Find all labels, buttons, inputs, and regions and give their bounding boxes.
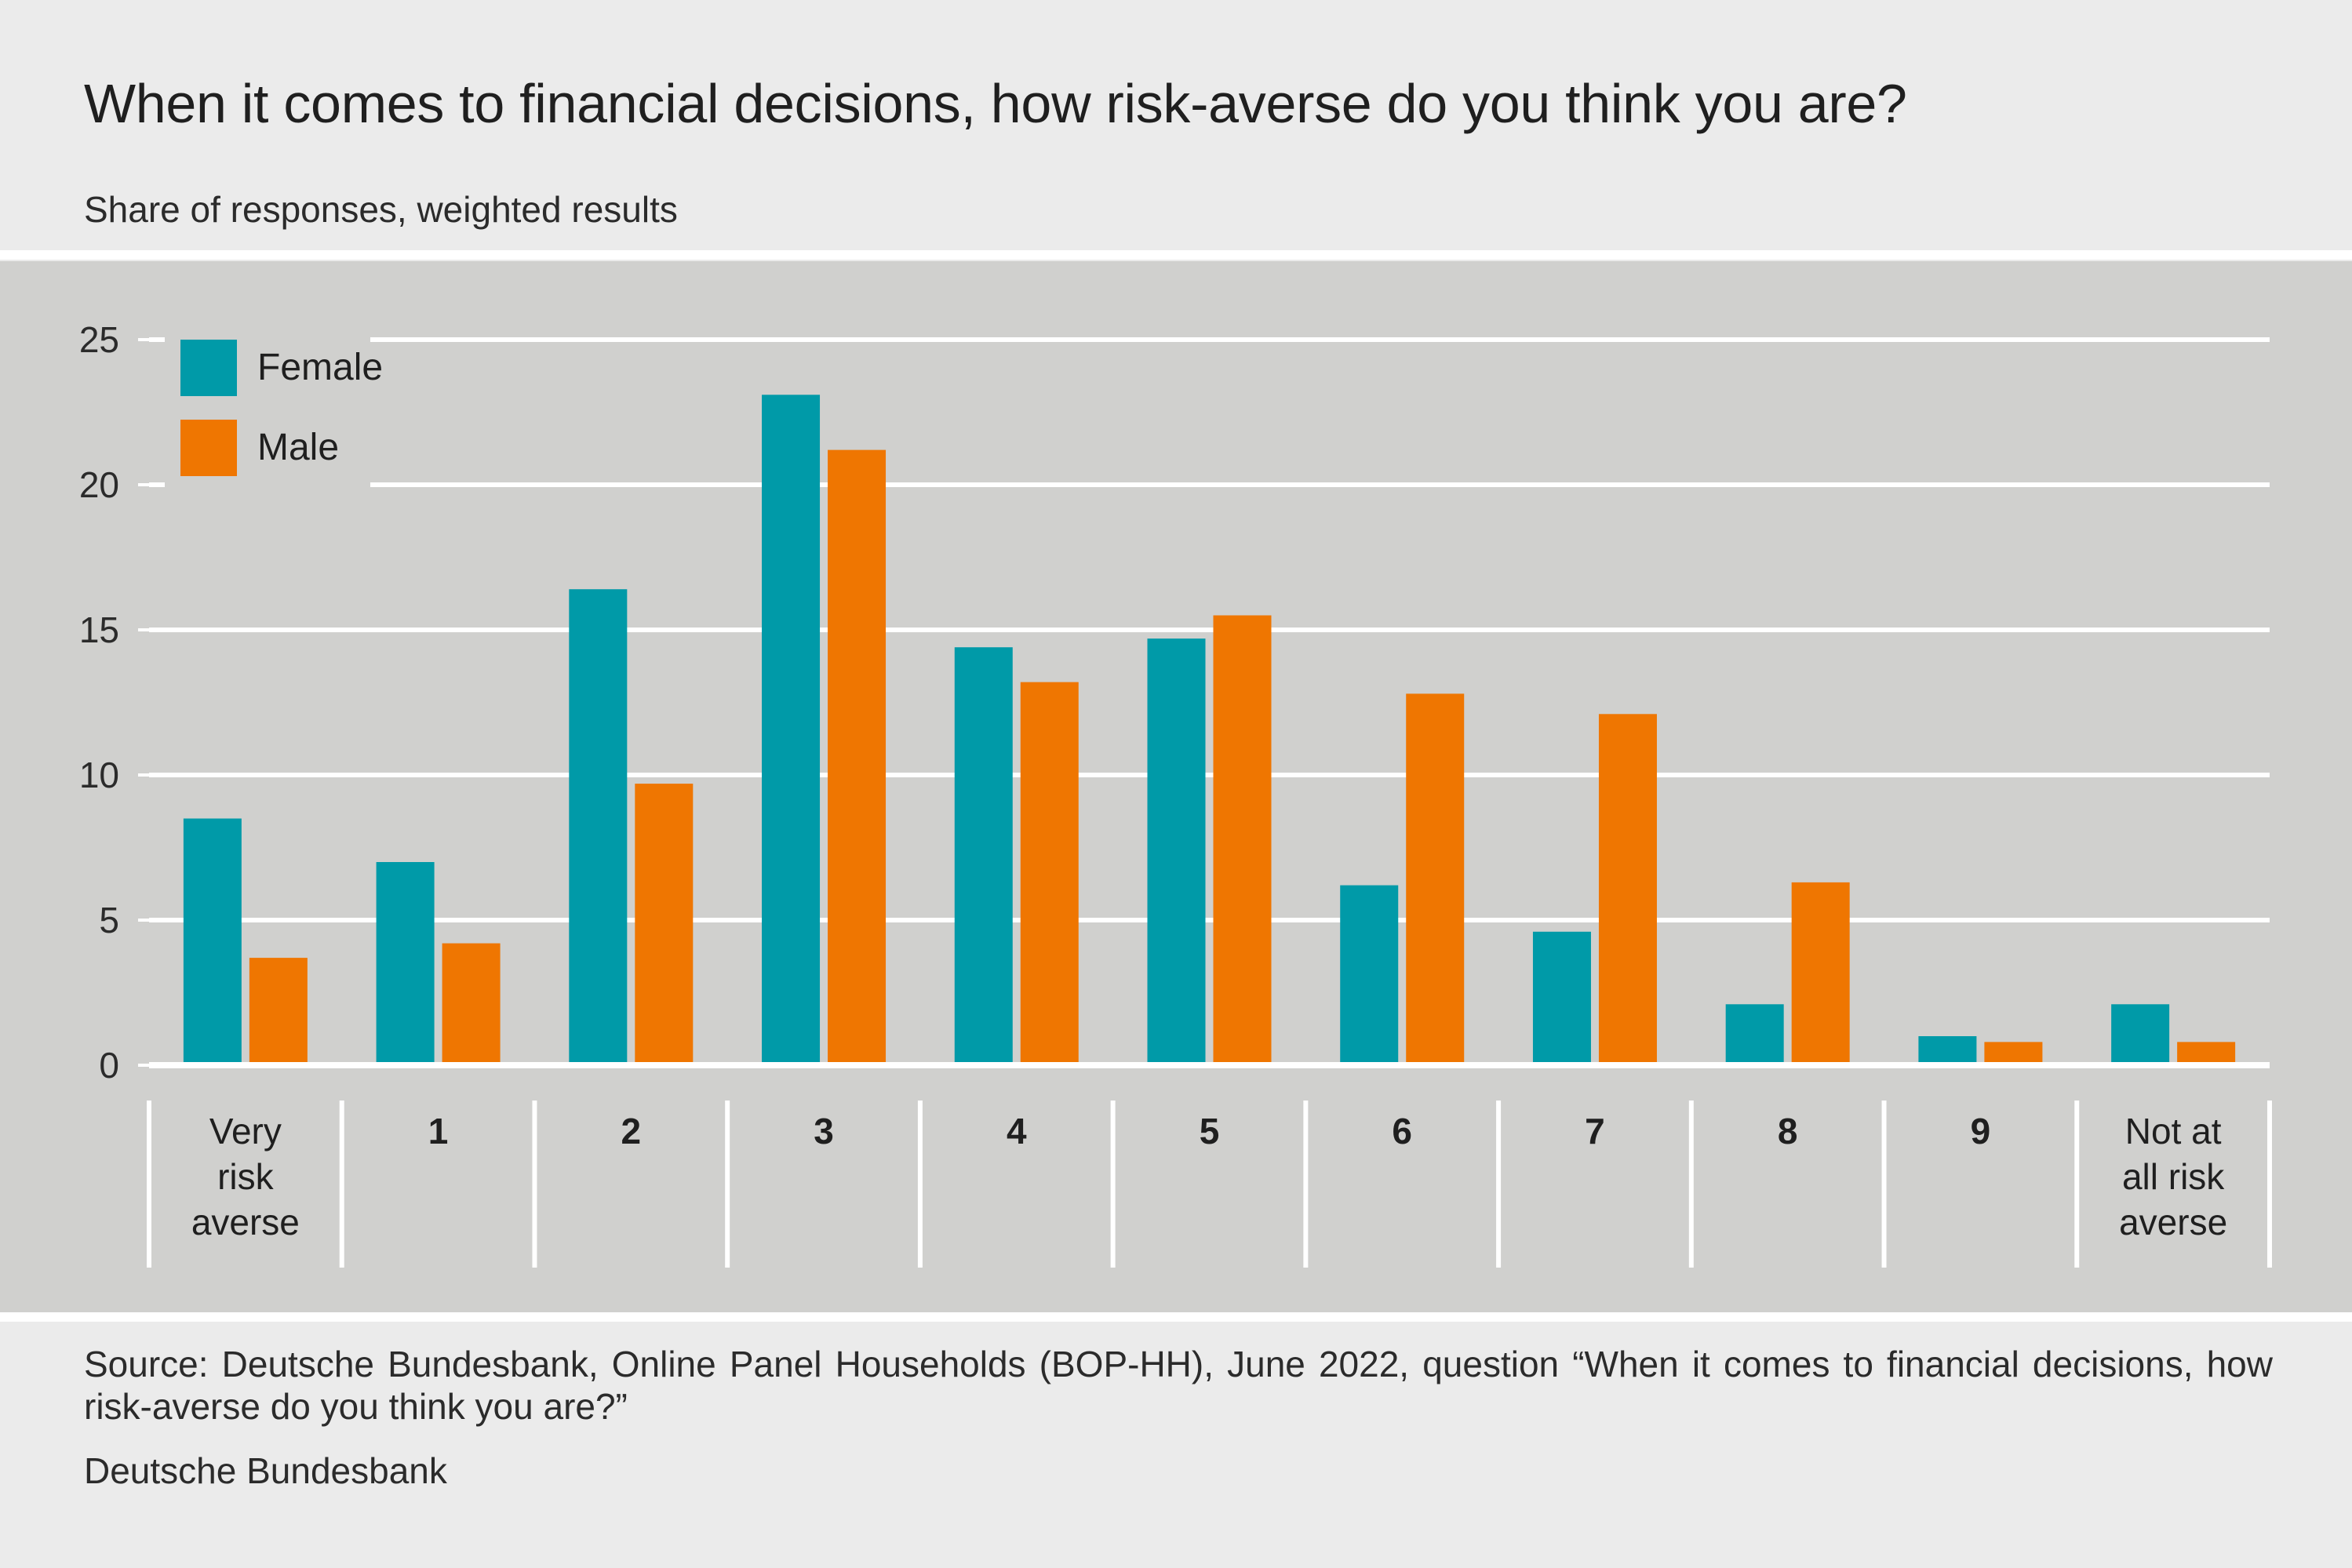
legend-label-female: Female [257, 347, 384, 388]
x-tick-label-7: 7 [1585, 1111, 1605, 1151]
bar-female-4 [954, 647, 1013, 1065]
bar-male-6 [1406, 693, 1465, 1065]
y-tick-label-25: 25 [79, 319, 119, 360]
bar-male-9 [1984, 1042, 2043, 1065]
legend-label-male: Male [257, 427, 340, 468]
bar-female-7 [1532, 931, 1591, 1065]
bar-female-6 [1340, 885, 1399, 1065]
bar-female-5 [1147, 638, 1206, 1065]
y-tick-label-20: 20 [79, 464, 119, 505]
bottom-divider [0, 1312, 2352, 1322]
x-tick-label-8: 8 [1778, 1111, 1798, 1151]
x-tick-label-5: 5 [1200, 1111, 1220, 1151]
x-tick-label-10: Not at all risk averse [2119, 1111, 2227, 1242]
y-tick-label-15: 15 [79, 609, 119, 650]
bar-female-2 [569, 589, 628, 1065]
x-tick-label-3: 3 [814, 1111, 834, 1151]
y-tick-label-10: 10 [79, 755, 119, 795]
chart-title: When it comes to financial decisions, ho… [84, 73, 1907, 134]
bar-male-2 [635, 784, 694, 1065]
legend-swatch-male [180, 420, 237, 476]
y-tick-label-0: 0 [99, 1045, 119, 1086]
x-tick-label-0: Very risk averse [191, 1111, 300, 1242]
bar-female-3 [762, 395, 821, 1065]
bar-female-0 [183, 818, 242, 1065]
bar-female-8 [1725, 1004, 1784, 1065]
bar-female-1 [376, 862, 435, 1065]
bar-male-8 [1791, 882, 1850, 1065]
bar-male-3 [828, 449, 887, 1065]
source-organization: Deutsche Bundesbank [84, 1450, 447, 1491]
y-tick-label-5: 5 [99, 900, 119, 940]
x-tick-label-4: 4 [1007, 1111, 1027, 1151]
legend-swatch-female [180, 340, 237, 396]
bar-male-1 [442, 943, 501, 1065]
bar-male-7 [1598, 714, 1657, 1065]
top-divider [0, 250, 2352, 260]
bar-chart: 0 5 10 15 20 25 Very risk averse 1 2 3 4 5 6 7 8 9 Not at a… [79, 319, 2272, 1268]
source-note: Source: Deutsche Bundesbank, Online Pane… [84, 1344, 2273, 1427]
bar-male-0 [249, 958, 308, 1065]
chart-subtitle: Share of responses, weighted results [84, 189, 678, 230]
x-tick-label-2: 2 [621, 1111, 642, 1151]
x-tick-label-1: 1 [428, 1111, 449, 1151]
x-tick-label-6: 6 [1392, 1111, 1412, 1151]
bar-male-4 [1020, 682, 1079, 1065]
bar-female-10 [2111, 1004, 2170, 1065]
bar-female-9 [1918, 1036, 1977, 1065]
bar-male-10 [2177, 1042, 2236, 1065]
chart-panel: 0 5 10 15 20 25 Very risk averse 1 2 3 4 5 6 7 8 9 Not at a… [0, 261, 2352, 1312]
bar-male-5 [1213, 615, 1272, 1065]
x-tick-label-9: 9 [1971, 1111, 1991, 1151]
